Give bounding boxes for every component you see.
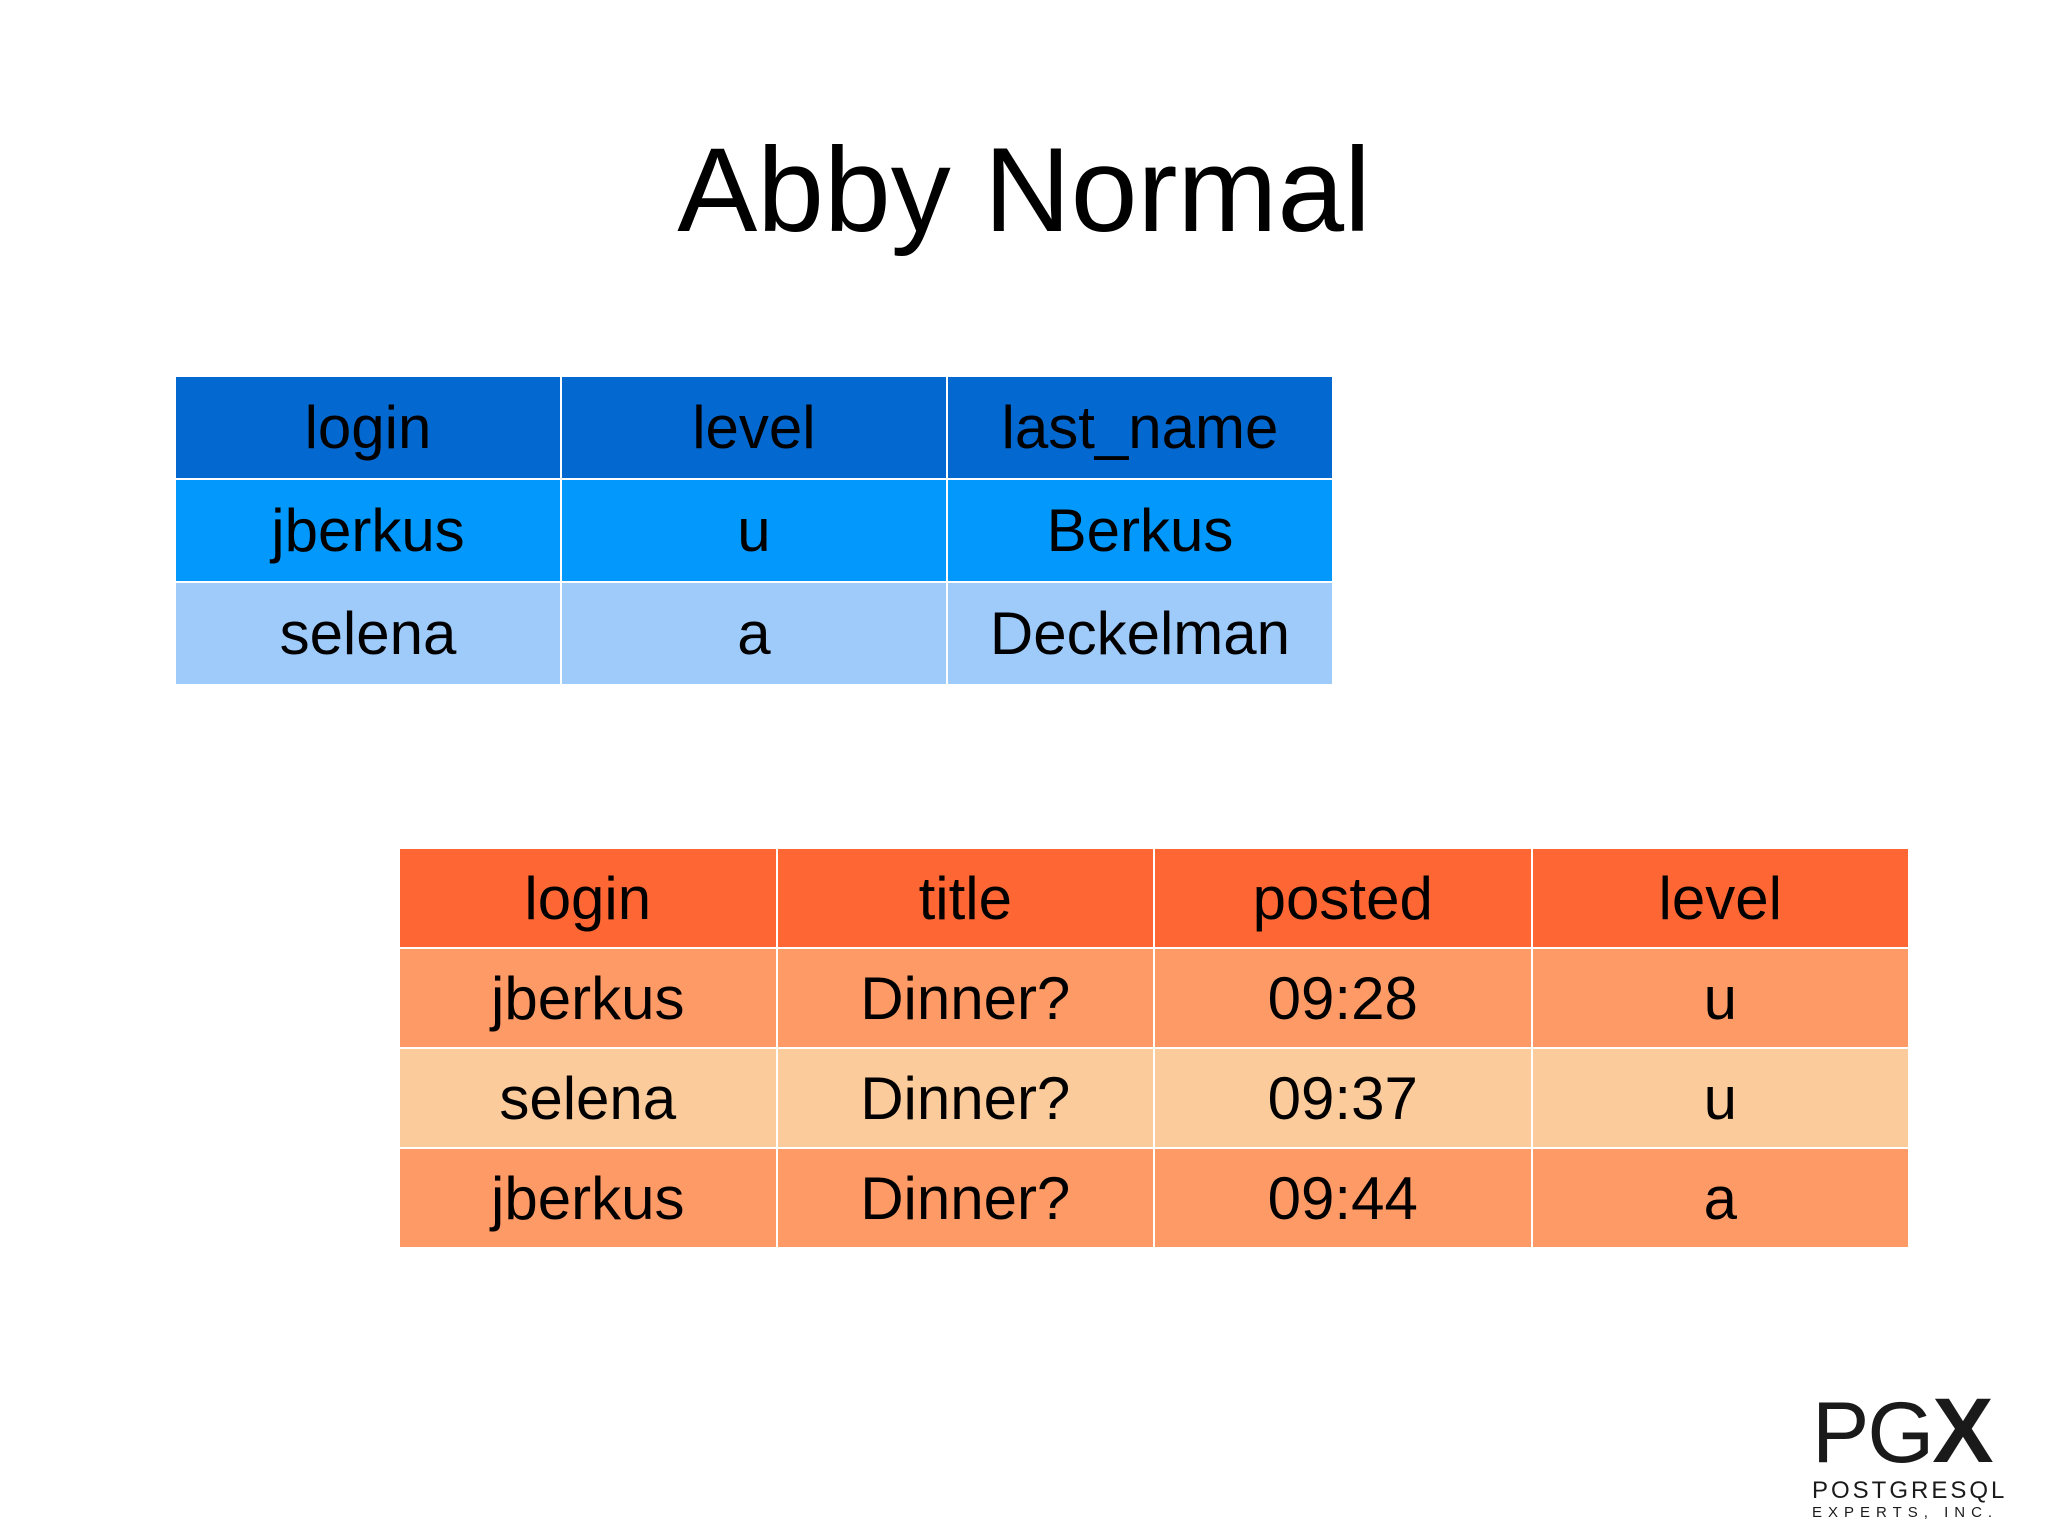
table-row: selena a Deckelman	[174, 581, 1335, 686]
table-cell: Dinner?	[775, 1047, 1155, 1149]
table-cell: selena	[174, 581, 562, 686]
column-header-level: level	[559, 375, 948, 480]
column-header-level: level	[1530, 847, 1910, 949]
table-cell: Berkus	[945, 478, 1335, 583]
table-row: jberkus Dinner? 09:44 a	[398, 1147, 1910, 1249]
logo-mark: PGX	[1812, 1385, 2002, 1477]
table-row: jberkus u Berkus	[174, 478, 1335, 583]
users-table: login level last_name jberkus u Berkus s…	[174, 375, 1335, 686]
table-cell: jberkus	[398, 1147, 778, 1249]
table-cell: 09:44	[1153, 1147, 1533, 1249]
table-cell: Dinner?	[775, 1147, 1155, 1249]
logo-mark-pg: PG	[1812, 1385, 1934, 1481]
column-header-title: title	[775, 847, 1155, 949]
table-row: selena Dinner? 09:37 u	[398, 1047, 1910, 1149]
logo-line-postgresql: POSTGRESQL	[1812, 1477, 2008, 1504]
column-header-login: login	[398, 847, 778, 949]
table-cell: jberkus	[174, 478, 562, 583]
column-header-login: login	[174, 375, 562, 480]
table-cell: 09:28	[1153, 947, 1533, 1049]
pgx-logo: PGX POSTGRESQL EXPERTS, INC.	[1812, 1385, 2008, 1521]
column-header-posted: posted	[1153, 847, 1533, 949]
table-row: jberkus Dinner? 09:28 u	[398, 947, 1910, 1049]
logo-mark-x: X	[1932, 1380, 1993, 1482]
table-cell: Deckelman	[945, 581, 1335, 686]
table-header-row: login title posted level	[398, 847, 1910, 949]
table-header-row: login level last_name	[174, 375, 1335, 480]
table-cell: selena	[398, 1047, 778, 1149]
slide-title: Abby Normal	[677, 123, 1371, 257]
logo-line-experts: EXPERTS, INC.	[1812, 1504, 1999, 1521]
posts-table: login title posted level jberkus Dinner?…	[398, 847, 1910, 1249]
table-cell: Dinner?	[775, 947, 1155, 1049]
table-cell: u	[559, 478, 948, 583]
table-cell: u	[1530, 1047, 1910, 1149]
table-cell: a	[559, 581, 948, 686]
column-header-last-name: last_name	[945, 375, 1335, 480]
table-cell: 09:37	[1153, 1047, 1533, 1149]
table-cell: a	[1530, 1147, 1910, 1249]
table-cell: jberkus	[398, 947, 778, 1049]
table-cell: u	[1530, 947, 1910, 1049]
